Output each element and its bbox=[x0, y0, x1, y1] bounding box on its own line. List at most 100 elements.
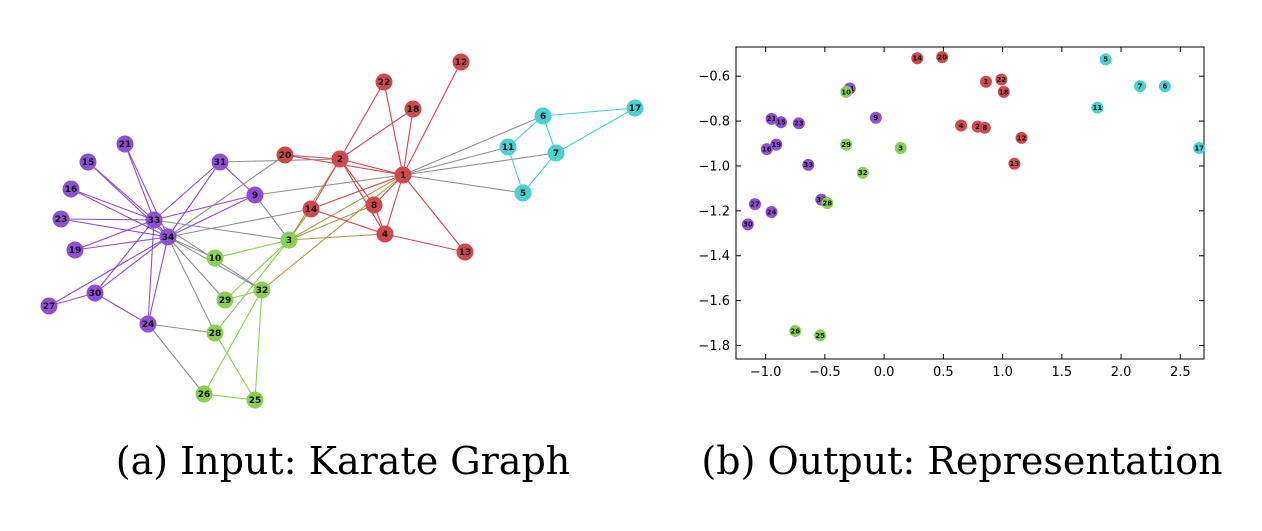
scatter-point-27: 27 bbox=[748, 198, 761, 211]
caption-output-representation: (b) Output: Representation bbox=[701, 439, 1222, 483]
scatter-point-label: 8 bbox=[982, 124, 987, 132]
graph-edge-25-28 bbox=[214, 332, 256, 401]
scatter-point-4: 4 bbox=[955, 119, 968, 132]
graph-edge-2-14 bbox=[310, 158, 341, 210]
scatter-point-5: 5 bbox=[1099, 53, 1112, 66]
graph-edge-7-17 bbox=[555, 107, 636, 154]
scatter-point-label: 24 bbox=[767, 208, 777, 216]
scatter-point-label: 6 bbox=[1162, 83, 1167, 91]
graph-edge-14-34 bbox=[167, 208, 312, 238]
graph-edge-3-33 bbox=[153, 219, 290, 241]
graph-node-label: 4 bbox=[382, 230, 388, 240]
scatter-point-label: 18 bbox=[999, 88, 1009, 96]
scatter-point-label: 1 bbox=[984, 78, 989, 86]
scatter-point-6: 6 bbox=[1158, 80, 1171, 93]
y-tick-label: −0.6 bbox=[698, 70, 730, 85]
graph-edge-2-3 bbox=[288, 158, 341, 241]
graph-edge-9-34 bbox=[167, 194, 256, 238]
graph-node-label: 16 bbox=[65, 185, 78, 195]
graph-edge-1-22 bbox=[383, 81, 404, 176]
graph-node-label: 8 bbox=[371, 201, 377, 211]
graph-node-label: 26 bbox=[198, 390, 211, 400]
graph-node-10: 10 bbox=[206, 249, 224, 267]
graph-edge-24-28 bbox=[147, 323, 216, 334]
scatter-point-label: 13 bbox=[1010, 160, 1020, 168]
graph-node-label: 11 bbox=[502, 143, 515, 153]
y-tick-label: −0.8 bbox=[698, 115, 730, 130]
graph-nodes: 1234567891011121314151617181920212223242… bbox=[40, 53, 644, 409]
scatter-points: 1420122184281213312115239191633342724301… bbox=[741, 51, 1206, 342]
scatter-point-label: 28 bbox=[822, 199, 832, 207]
scatter-point-20: 20 bbox=[936, 51, 949, 64]
scatter-point-label: 14 bbox=[912, 55, 922, 63]
scatter-point-label: 5 bbox=[1103, 56, 1108, 64]
graph-node-label: 30 bbox=[89, 289, 102, 299]
graph-edge-16-33 bbox=[70, 188, 155, 221]
graph-node-30: 30 bbox=[86, 284, 104, 302]
x-tick-label: 2.0 bbox=[1111, 365, 1132, 380]
graph-node-6: 6 bbox=[534, 107, 552, 125]
graph-edge-24-34 bbox=[147, 236, 169, 325]
graph-edge-1-6 bbox=[402, 115, 544, 176]
x-tick-label: −1.0 bbox=[750, 365, 782, 380]
y-tick-label: −1.4 bbox=[698, 249, 730, 264]
scatter-point-label: 9 bbox=[873, 114, 878, 122]
graph-edge-20-34 bbox=[167, 154, 286, 238]
y-tick-label: −1.0 bbox=[698, 159, 730, 174]
graph-edge-3-29 bbox=[224, 239, 290, 301]
graph-node-23: 23 bbox=[52, 210, 70, 228]
graph-node-7: 7 bbox=[547, 144, 565, 162]
graph-node-20: 20 bbox=[276, 146, 294, 164]
graph-node-label: 29 bbox=[219, 296, 232, 306]
graph-edge-21-33 bbox=[124, 143, 155, 221]
graph-node-label: 32 bbox=[256, 286, 269, 296]
graph-edge-25-26 bbox=[203, 393, 256, 401]
graph-edge-1-12 bbox=[402, 61, 462, 176]
graph-node-label: 20 bbox=[279, 151, 292, 161]
graph-edge-19-33 bbox=[74, 219, 155, 251]
graph-edge-2-8 bbox=[339, 158, 375, 206]
scatter-point-33: 33 bbox=[802, 158, 815, 171]
graph-edge-1-13 bbox=[402, 174, 466, 253]
graph-node-label: 17 bbox=[629, 104, 642, 114]
scatter-point-label: 20 bbox=[937, 54, 947, 62]
graph-node-29: 29 bbox=[216, 291, 234, 309]
scatter-point-7: 7 bbox=[1134, 80, 1147, 93]
scatter-point-18: 18 bbox=[997, 85, 1010, 98]
graph-edge-29-34 bbox=[167, 236, 226, 301]
graph-edge-16-34 bbox=[70, 188, 169, 238]
graph-node-label: 5 bbox=[520, 189, 526, 199]
graph-node-label: 21 bbox=[119, 140, 132, 150]
graph-edge-1-18 bbox=[402, 108, 414, 176]
x-tick-label: 0.5 bbox=[933, 365, 954, 380]
graph-edge-1-9 bbox=[254, 174, 404, 196]
graph-edge-6-17 bbox=[542, 107, 636, 117]
graph-node-1: 1 bbox=[394, 166, 412, 184]
y-tick-label: −1.8 bbox=[698, 339, 730, 354]
scatter-point-label: 17 bbox=[1194, 144, 1204, 152]
scatter-point-14: 14 bbox=[911, 52, 924, 65]
graph-edge-1-14 bbox=[310, 174, 404, 210]
graph-node-label: 14 bbox=[305, 205, 318, 215]
graph-node-13: 13 bbox=[456, 243, 474, 261]
graph-node-16: 16 bbox=[62, 180, 80, 198]
graph-node-label: 22 bbox=[378, 78, 391, 88]
graph-node-label: 12 bbox=[455, 58, 468, 68]
graph-node-17: 17 bbox=[626, 99, 644, 117]
graph-node-label: 3 bbox=[286, 236, 292, 246]
graph-edge-3-10 bbox=[214, 239, 290, 259]
graph-node-label: 10 bbox=[209, 254, 222, 264]
graph-node-27: 27 bbox=[40, 297, 58, 315]
scatter-point-28: 28 bbox=[821, 197, 834, 209]
graph-node-label: 24 bbox=[142, 320, 155, 330]
graph-edge-4-13 bbox=[384, 233, 466, 253]
graph-node-11: 11 bbox=[499, 138, 517, 156]
scatter-point-29: 29 bbox=[840, 138, 853, 151]
scatter-point-10: 10 bbox=[840, 85, 853, 98]
graph-edge-24-26 bbox=[147, 323, 205, 395]
scatter-point-label: 27 bbox=[750, 201, 760, 209]
graph-node-19: 19 bbox=[66, 241, 84, 259]
graph-edge-1-5 bbox=[402, 174, 524, 194]
graph-node-9: 9 bbox=[246, 186, 264, 204]
